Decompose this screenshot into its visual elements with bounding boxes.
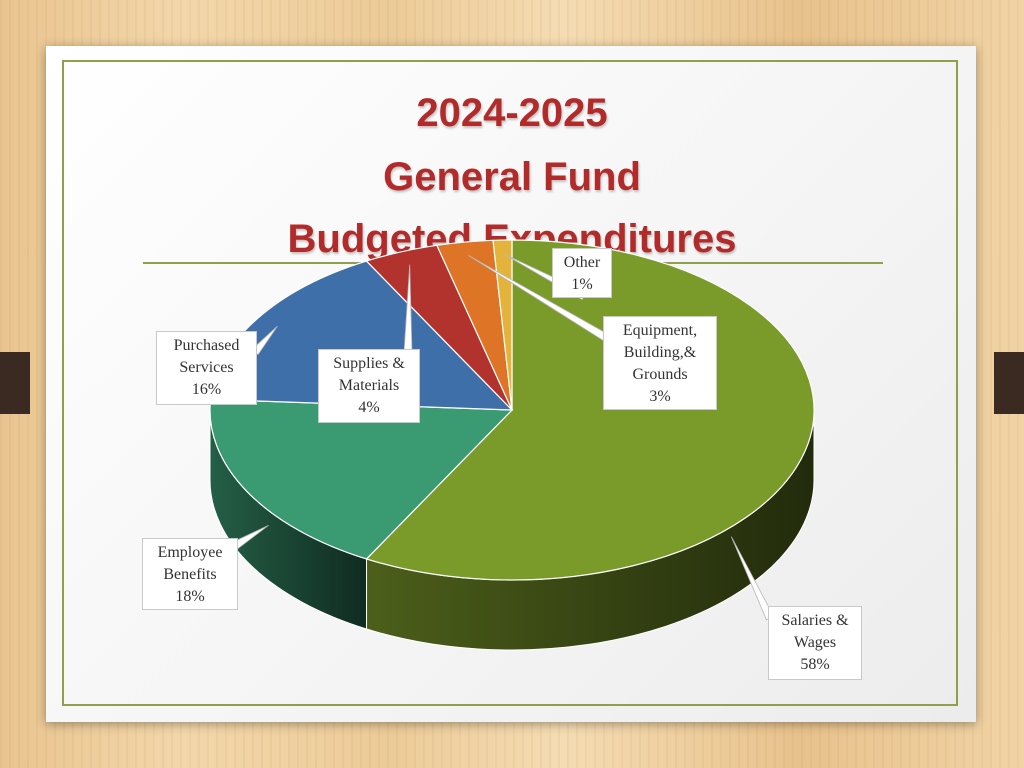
label-employee-benefits: Employee Benefits 18% <box>142 538 238 610</box>
pie-slice-other <box>492 239 513 411</box>
slide-title-line-2: General Fund <box>383 155 641 199</box>
label-equipment-building-grounds: Equipment, Building,& Grounds 3% <box>603 316 717 410</box>
pie-slice-employee-benefits <box>209 398 514 560</box>
pie-tops <box>209 239 815 581</box>
left-hanger-strap <box>0 352 30 414</box>
slide-title-line-1: 2024-2025 <box>416 91 608 135</box>
right-hanger-strap <box>994 352 1024 414</box>
label-other: Other 1% <box>552 248 612 298</box>
slide-frame <box>62 60 958 706</box>
label-supplies-materials: Supplies & Materials 4% <box>318 349 420 423</box>
label-purchased-services: Purchased Services 16% <box>156 331 257 405</box>
label-salaries-wages: Salaries & Wages 58% <box>768 606 862 680</box>
